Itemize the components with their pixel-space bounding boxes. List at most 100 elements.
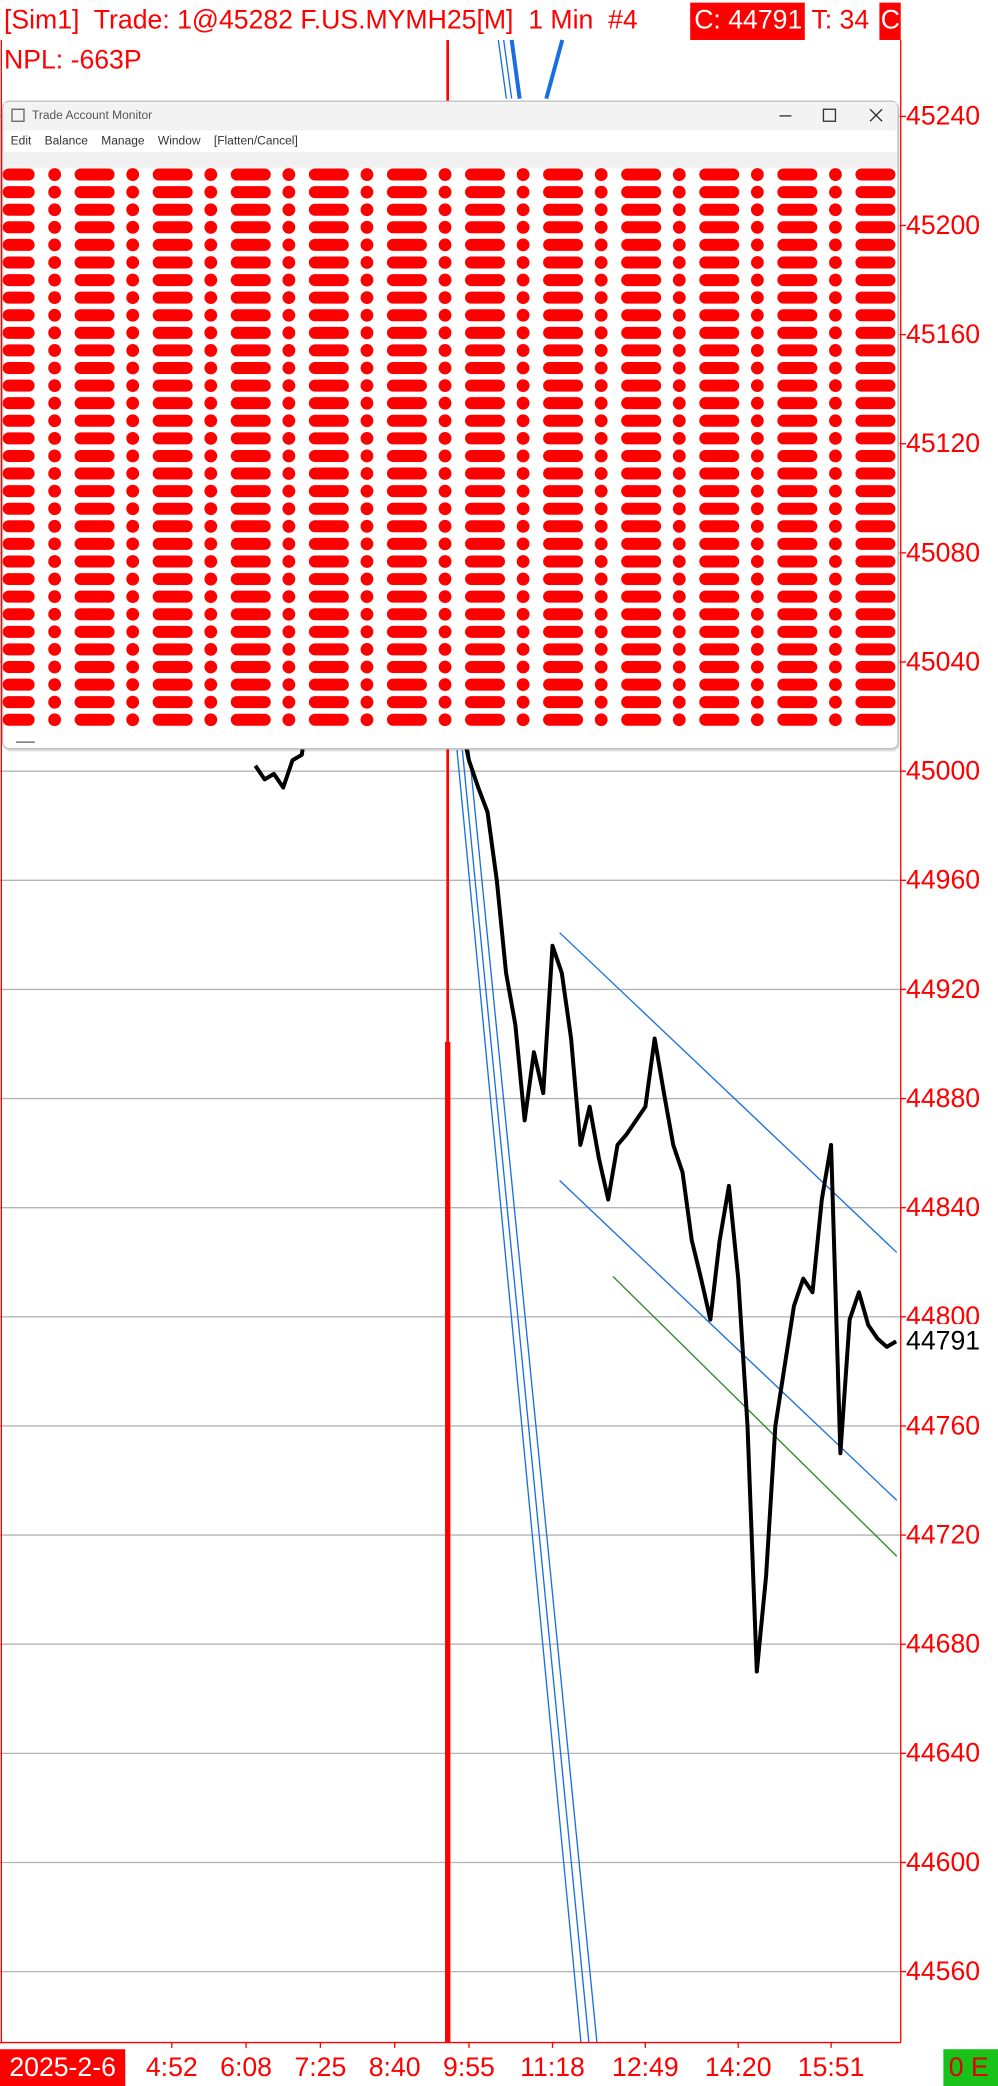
- row-cell: [74, 661, 115, 673]
- row-dot: [48, 502, 62, 516]
- row-dot: [282, 220, 296, 234]
- row-dot: [360, 238, 374, 252]
- row-cell: [2, 256, 35, 269]
- row-cell: [777, 643, 818, 656]
- row-cell: [465, 414, 505, 427]
- menu-item[interactable]: [Flatten/Cancel]: [214, 133, 298, 147]
- row-cell: [308, 238, 349, 251]
- row-dot: [48, 643, 62, 656]
- row-dot: [360, 607, 374, 621]
- menu-item[interactable]: Window: [158, 133, 201, 147]
- row-dot: [672, 168, 686, 181]
- row-dot: [829, 660, 842, 674]
- row-dot: [282, 414, 296, 428]
- row-dot: [126, 414, 140, 428]
- row-dot: [829, 291, 842, 305]
- row-cell: [465, 168, 505, 181]
- row-cell: [543, 520, 584, 533]
- row-dot: [48, 256, 62, 269]
- row-cell: [308, 696, 349, 709]
- row-dot: [48, 678, 62, 691]
- row-dot: [438, 484, 452, 498]
- row-cell: [152, 414, 193, 427]
- row-dot: [360, 572, 374, 586]
- row-dot: [672, 678, 686, 691]
- row-dot: [516, 607, 530, 621]
- close-button[interactable]: [869, 108, 883, 122]
- row-dot: [282, 344, 296, 357]
- row-dot: [750, 203, 764, 217]
- menu-item[interactable]: Manage: [101, 133, 145, 147]
- row-cell: [230, 625, 271, 638]
- row-dot: [282, 256, 296, 269]
- row-dot: [282, 185, 296, 199]
- trend-line: [461, 750, 590, 2043]
- row-cell: [699, 608, 740, 621]
- row-cell: [543, 432, 584, 445]
- row-cell: [308, 502, 349, 515]
- row-dot: [594, 326, 608, 340]
- row-cell: [2, 520, 35, 533]
- row-cell: [699, 414, 740, 427]
- row-cell: [855, 467, 896, 480]
- row-dot: [672, 203, 686, 217]
- row-cell: [465, 520, 505, 533]
- row-dot: [126, 678, 140, 691]
- row-dot: [672, 326, 686, 340]
- row-dot: [750, 502, 764, 516]
- row-cell: [152, 713, 193, 726]
- row-cell: [465, 555, 505, 568]
- row-dot: [516, 414, 530, 428]
- row-cell: [230, 414, 271, 427]
- row-cell: [543, 379, 584, 392]
- row-dot: [282, 361, 296, 375]
- row-cell: [465, 608, 505, 621]
- row-dot: [126, 344, 140, 357]
- row-dot: [750, 396, 764, 410]
- row-dot: [438, 414, 452, 428]
- y-tick-label: 44560: [906, 1956, 980, 1986]
- row-cell: [543, 467, 584, 480]
- row-dot: [438, 572, 452, 586]
- row-dot: [750, 431, 764, 445]
- row-cell: [74, 713, 115, 726]
- row-dot: [282, 713, 296, 727]
- row-dot: [126, 256, 140, 269]
- row-dot: [594, 572, 608, 586]
- maximize-button[interactable]: [822, 108, 837, 122]
- row-cell: [386, 555, 427, 568]
- row-cell: [777, 362, 818, 375]
- row-dot: [204, 203, 218, 217]
- row-cell: [621, 291, 662, 304]
- row-dot: [204, 396, 218, 410]
- row-cell: [308, 256, 349, 269]
- menu-item[interactable]: Balance: [45, 133, 89, 147]
- row-dot: [516, 467, 530, 480]
- row-dot: [594, 203, 608, 217]
- row-dot: [360, 519, 374, 533]
- row-dot: [204, 713, 218, 727]
- row-dot: [438, 344, 452, 357]
- row-dot: [829, 678, 842, 691]
- menu-bar: Edit Balance Manage Window [Flatten/Cancel]: [11, 133, 298, 147]
- row-cell: [699, 238, 740, 251]
- row-dot: [126, 590, 140, 604]
- row-dot: [829, 238, 842, 252]
- row-cell: [152, 625, 193, 638]
- row-cell: [2, 168, 35, 181]
- row-cell: [152, 274, 193, 287]
- row-dot: [672, 607, 686, 621]
- row-cell: [152, 661, 193, 673]
- row-cell: [74, 502, 115, 515]
- row-dot: [829, 379, 842, 392]
- row-dot: [48, 607, 62, 621]
- menu-item[interactable]: Edit: [11, 133, 32, 147]
- row-cell: [230, 344, 271, 357]
- row-dot: [829, 273, 842, 287]
- row-cell: [855, 256, 896, 269]
- row-cell: [2, 274, 35, 287]
- row-dot: [204, 361, 218, 375]
- row-cell: [152, 397, 193, 410]
- row-dot: [750, 625, 764, 639]
- row-cell: [543, 537, 584, 550]
